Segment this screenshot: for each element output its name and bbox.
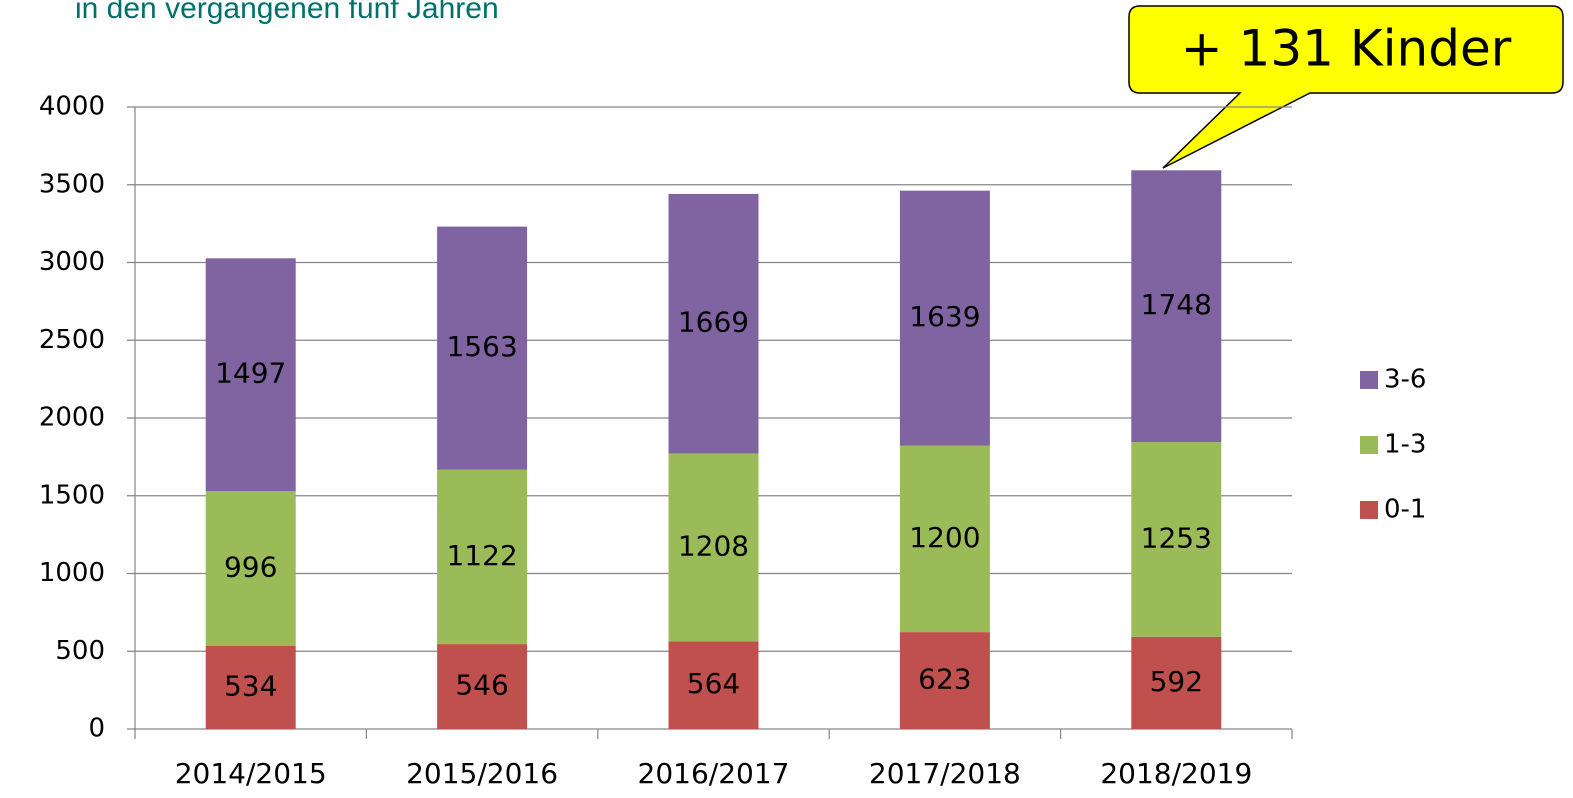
bar-segment (1131, 170, 1222, 443)
legend-label: 3-6 (1384, 365, 1426, 395)
y-tick-label: 500 (55, 636, 105, 666)
value-label: 1253 (1141, 522, 1212, 555)
bar-segment (668, 453, 759, 642)
legend-swatch (1360, 371, 1378, 389)
annotation: + 131 Kinder (1181, 20, 1512, 78)
callout-box (1128, 5, 1564, 169)
legend-swatch (1360, 501, 1378, 519)
bar-segment (899, 632, 990, 729)
legend-swatch (1360, 436, 1378, 454)
value-label: 1639 (909, 300, 980, 333)
bar-segment (668, 193, 759, 454)
value-label: 564 (687, 667, 740, 700)
y-tick-label: 1500 (39, 480, 105, 510)
bar-segment (1131, 636, 1222, 729)
value-label: 1122 (446, 539, 517, 572)
x-tick-label: 2015/2016 (406, 757, 558, 790)
value-label: 592 (1150, 665, 1203, 698)
legend-label: 0-1 (1384, 495, 1426, 525)
value-label: 534 (224, 669, 277, 702)
x-tick-label: 2017/2018 (869, 757, 1021, 790)
subtitle: in den vergangenen fünf Jahren (75, 0, 499, 25)
x-tick-label: 2014/2015 (175, 757, 327, 790)
value-label: 1669 (678, 306, 749, 339)
bar-segment (899, 445, 990, 633)
value-label: 1497 (215, 357, 286, 390)
bar-segment (205, 258, 296, 492)
legend-label: 1-3 (1384, 430, 1426, 460)
callout: + 131 Kinder (1128, 5, 1564, 169)
value-label: 1208 (678, 529, 749, 562)
bar-segment (1131, 442, 1222, 637)
bar-segment (437, 226, 528, 470)
value-label: 1200 (909, 521, 980, 554)
x-tick-label: 2018/2019 (1100, 757, 1252, 790)
value-label: 1563 (446, 330, 517, 363)
y-tick-label: 3000 (39, 247, 105, 277)
bar-segment (668, 641, 759, 729)
y-tick-label: 0 (88, 714, 105, 744)
value-label: 1748 (1141, 288, 1212, 321)
bar-segment (899, 190, 990, 446)
value-label: 546 (455, 669, 508, 702)
bar-segment (437, 644, 528, 729)
value-label: 623 (918, 663, 971, 696)
y-tick-label: 4000 (39, 92, 105, 122)
bar-segment (205, 491, 296, 646)
bar-segment (437, 469, 528, 645)
y-tick-label: 3500 (39, 169, 105, 199)
bar-segment (205, 645, 296, 729)
y-tick-label: 2000 (39, 403, 105, 433)
y-tick-label: 1000 (39, 558, 105, 588)
y-tick-label: 2500 (39, 325, 105, 355)
value-label: 996 (224, 551, 277, 584)
x-tick-label: 2016/2017 (638, 757, 790, 790)
